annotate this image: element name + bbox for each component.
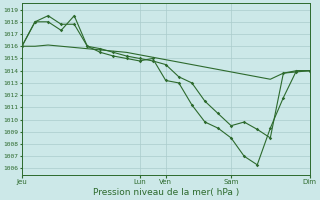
X-axis label: Pression niveau de la mer( hPa ): Pression niveau de la mer( hPa ) [92, 188, 239, 197]
